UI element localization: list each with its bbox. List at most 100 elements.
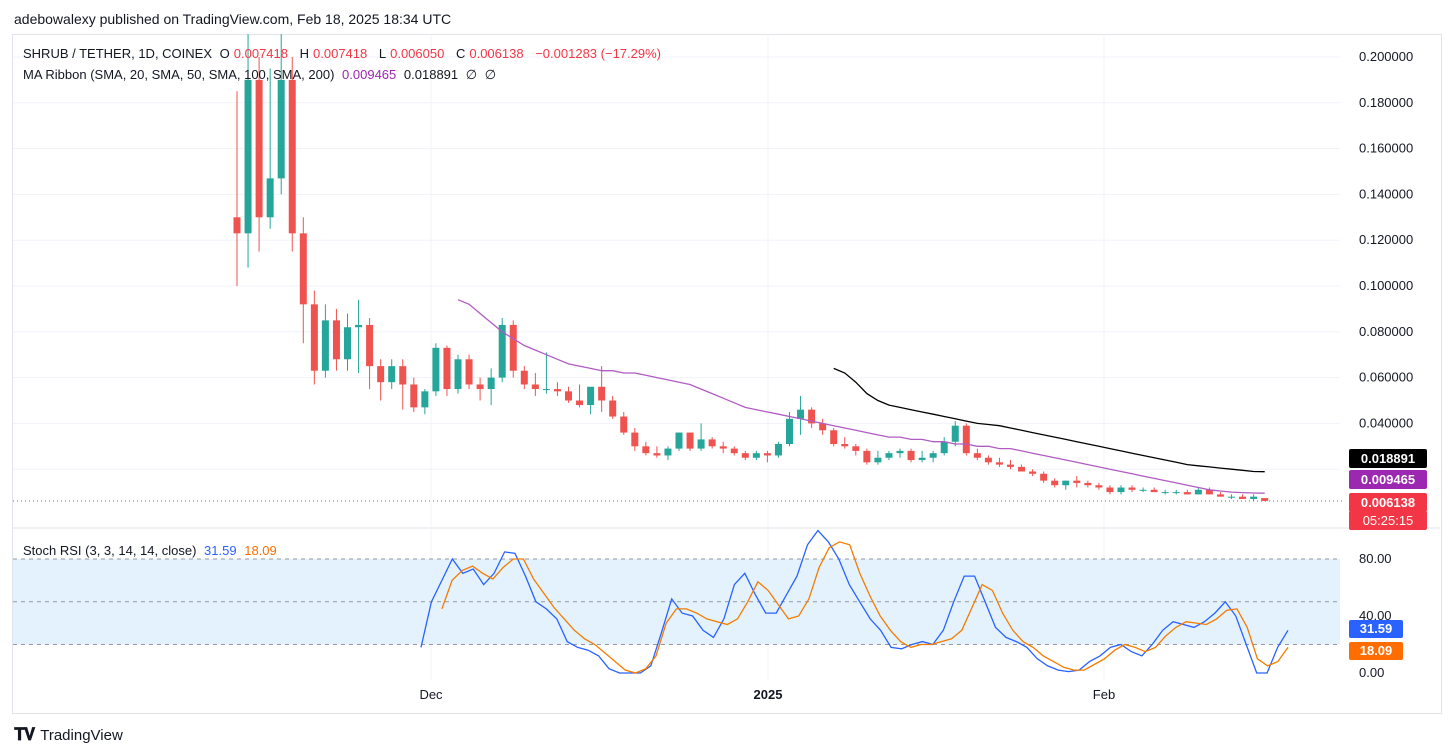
candle-body [1205, 489, 1213, 495]
candle-body [399, 366, 407, 385]
candle-body [1106, 487, 1114, 493]
time-tick-label: Dec [419, 687, 443, 702]
stoch-k-value: 31.59 [204, 543, 237, 558]
candle-body [896, 450, 904, 454]
chart-frame [12, 34, 1442, 714]
close-label: C 0.006138 [456, 46, 528, 61]
stoch-k-tag: 31.59 [1349, 620, 1403, 638]
candle-body [520, 370, 528, 385]
candle-body [277, 79, 285, 179]
candle-body [708, 439, 716, 447]
stoch-tick-label: 40.00 [1359, 608, 1392, 623]
price-tick-label: 0.200000 [1359, 49, 1413, 64]
candle-body [344, 327, 351, 360]
candle-body [1062, 480, 1070, 486]
candle-body [542, 389, 550, 391]
candle-body [885, 453, 893, 458]
ma-value-2: 0.018891 [403, 67, 459, 82]
high-value: 0.007418 [313, 46, 368, 61]
stoch-d-tag: 18.09 [1349, 642, 1403, 660]
low-key: L [378, 46, 387, 61]
candle-body [830, 430, 838, 445]
candle-body [1139, 489, 1147, 491]
candle-body [244, 79, 252, 234]
stoch-name[interactable]: Stoch RSI (3, 3, 14, 14, close) [23, 543, 197, 558]
tradingview-logo-icon[interactable]: 𝐓𝐕 [14, 725, 35, 744]
sma20-price-tag: 0.009465 [1349, 470, 1427, 489]
open-label: O 0.007418 [220, 46, 292, 61]
candle-body [332, 320, 340, 360]
candle-body [763, 453, 771, 456]
price-tick-label: 0.120000 [1359, 232, 1413, 247]
candle-body [1007, 464, 1014, 467]
candle-body [653, 453, 661, 456]
candle-body [509, 324, 517, 371]
price-tick-label: 0.060000 [1359, 370, 1413, 385]
low-value: 0.006050 [390, 46, 445, 61]
price-tick-label: 0.160000 [1359, 141, 1413, 156]
stoch-tick-label: 0.00 [1359, 665, 1384, 680]
candle-body [1161, 492, 1169, 494]
candle-body [598, 386, 606, 401]
countdown-tag: 05:25:15 [1349, 511, 1427, 530]
footer-brand[interactable]: TradingView [40, 726, 123, 744]
stoch-legend: Stoch RSI (3, 3, 14, 14, close) 31.59 18… [23, 543, 281, 558]
candle-body [631, 432, 639, 447]
ma-name[interactable]: MA Ribbon (SMA, 20, SMA, 50, SMA, 100, S… [23, 67, 335, 82]
high-key: H [299, 46, 310, 61]
candle-body [1194, 489, 1202, 495]
symbol-label[interactable]: SHRUB / TETHER, 1D, COINEX [23, 46, 213, 61]
price-tick-label: 0.180000 [1359, 95, 1413, 110]
candle-body [808, 409, 816, 424]
candle-body [1172, 492, 1180, 494]
candle-body [741, 453, 749, 458]
candle-body [233, 217, 241, 234]
ma-value-4: ∅ [484, 67, 497, 82]
candle-body [576, 400, 584, 406]
candle-body [531, 384, 539, 390]
candle-body [984, 457, 992, 463]
candle-body [697, 439, 705, 449]
candle-body [1051, 480, 1059, 486]
candle-body [1183, 492, 1191, 495]
sma50-price-tag: 0.018891 [1349, 449, 1427, 468]
candle-body [565, 391, 572, 401]
candle-body [1128, 487, 1136, 490]
candle-body [321, 320, 329, 371]
candle-body [377, 366, 385, 383]
candle-body [388, 366, 396, 383]
candle-body [797, 409, 805, 419]
candle-body [774, 444, 782, 456]
candle-body [476, 384, 484, 390]
price-tick-label: 0.080000 [1359, 324, 1413, 339]
stoch-band [13, 559, 1340, 645]
candle-body [432, 347, 440, 392]
time-tick-label: 2025 [754, 687, 783, 702]
candle-body [288, 79, 296, 234]
candle-body [410, 384, 418, 408]
candle-body [1228, 496, 1235, 498]
candle-body [421, 391, 429, 408]
close-price-tag: 0.006138 [1349, 493, 1427, 512]
close-value: 0.006138 [469, 46, 524, 61]
candle-body [962, 425, 970, 454]
candle-body [1073, 480, 1081, 483]
ma-value-1: 0.009465 [342, 67, 397, 82]
candle-body [487, 377, 495, 390]
candle-body [664, 448, 672, 456]
candle-body [752, 453, 760, 458]
candle-body [366, 324, 374, 367]
candle-body [1250, 496, 1258, 499]
stoch-tick-label: 80.00 [1359, 551, 1392, 566]
candle-body [310, 304, 318, 371]
ma-value-3: ∅ [465, 67, 478, 82]
close-key: C [455, 46, 466, 61]
candle-body [620, 416, 628, 433]
price-tick-label: 0.100000 [1359, 278, 1413, 293]
candle-body [940, 441, 948, 454]
candle-body [1117, 487, 1125, 493]
publisher-line: adebowalexy published on TradingView.com… [14, 11, 452, 27]
candle-body [642, 446, 650, 454]
candle-body [1095, 485, 1103, 488]
